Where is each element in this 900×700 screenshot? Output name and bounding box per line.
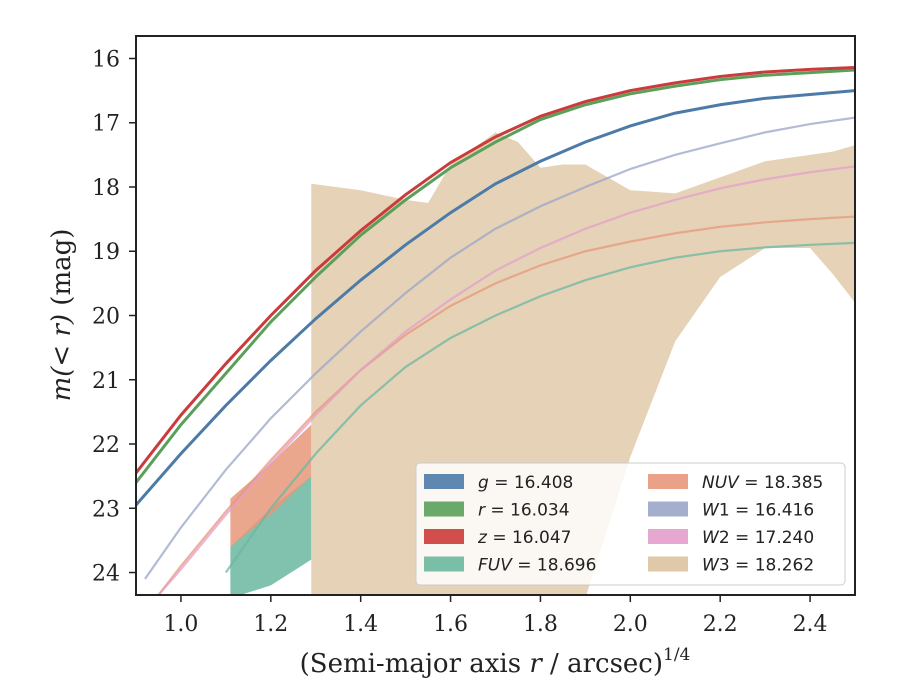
- line-z: [136, 65, 855, 474]
- legend-frame: [415, 462, 846, 586]
- legend-item-r: r = 16.034: [424, 501, 570, 521]
- x-axis: 1.0 1.2 1.4 1.6 1.8 2.0 2.2 2.4: [163, 595, 828, 637]
- legend-swatch: [648, 474, 688, 489]
- legend-item-g: g = 16.408: [424, 473, 573, 493]
- legend-label-value: = 16.416: [730, 501, 815, 521]
- legend-swatch: [424, 501, 464, 517]
- line-g: [136, 89, 855, 507]
- x-tick-label: 2.2: [703, 612, 738, 637]
- x-tick-label: 2.0: [613, 612, 648, 637]
- x-tick-label: 1.2: [253, 612, 288, 637]
- legend-label-var: FUV: [478, 556, 513, 576]
- x-tick-label: 2.4: [793, 612, 828, 637]
- y-tick-label: 20: [92, 305, 120, 330]
- x-axis-title-var: r: [529, 649, 543, 679]
- legend-label-value: = 18.696: [512, 556, 597, 576]
- y-tick-label: 23: [92, 497, 120, 522]
- y-tick-label: 16: [92, 47, 120, 72]
- legend-label: r = 16.034: [478, 501, 570, 521]
- band-nuv: [230, 424, 312, 547]
- y-axis-title: m(< r) (mag): [47, 229, 77, 402]
- legend-label: W1 = 16.416: [702, 501, 814, 521]
- legend-label-sub: 1: [719, 501, 730, 521]
- legend-swatch: [424, 556, 464, 572]
- x-axis-title-exponent: 1/4: [663, 645, 690, 665]
- legend-swatch: [424, 529, 464, 544]
- legend-label: W2 = 17.240: [702, 528, 814, 548]
- y-tick-label: 21: [92, 369, 120, 394]
- legend-swatch: [424, 474, 464, 489]
- legend-swatch: [648, 556, 688, 572]
- y-tick-label: 24: [92, 562, 120, 587]
- legend-item-z: z = 16.047: [424, 528, 571, 548]
- x-tick-label: 1.4: [343, 612, 378, 637]
- legend-label-value: = 17.240: [730, 528, 815, 548]
- series-lines: [136, 65, 855, 595]
- legend-label: NUV = 18.385: [702, 473, 823, 493]
- legend-label: z = 16.047: [477, 528, 571, 548]
- y-tick-label: 18: [92, 176, 120, 201]
- y-axis-title-var: m(< r): [47, 314, 77, 401]
- band-fuv: [230, 476, 312, 595]
- line-w1: [144, 116, 855, 580]
- x-axis-title-prefix: (Semi-major axis: [300, 649, 530, 679]
- legend-label-value: = 18.385: [739, 473, 824, 493]
- legend-item-w2: W2 = 17.240: [648, 528, 814, 548]
- legend-label-var: g: [478, 473, 489, 493]
- legend-label-var: W: [702, 528, 720, 548]
- x-tick-label: 1.0: [163, 612, 198, 637]
- legend-item-fuv: FUV = 18.696: [424, 556, 596, 576]
- y-tick-label: 19: [92, 240, 120, 265]
- legend-label-value: = 16.047: [487, 528, 572, 548]
- legend-label: g = 16.408: [478, 473, 573, 493]
- legend-item-w1: W1 = 16.416: [648, 501, 814, 521]
- legend-label-value: = 18.262: [730, 556, 815, 576]
- x-axis-title: (Semi-major axis r / arcsec)1/4: [300, 645, 691, 679]
- line-nuv: [157, 215, 855, 595]
- legend-label-var: W: [702, 501, 720, 521]
- legend-label-var: r: [478, 501, 486, 521]
- legend-swatch: [648, 529, 688, 544]
- x-axis-title-suffix: / arcsec): [542, 649, 663, 679]
- legend-label-var: z: [477, 528, 488, 548]
- legend-label-value: = 16.408: [489, 473, 574, 493]
- y-axis: 16 17 18 19 20 21 22 23 24: [92, 47, 136, 587]
- legend-label-sub: 3: [719, 556, 730, 576]
- x-tick-label: 1.6: [433, 612, 468, 637]
- legend-item-nuv: NUV = 18.385: [648, 473, 823, 493]
- y-tick-label: 17: [92, 112, 120, 137]
- legend-label-value: = 16.034: [485, 501, 570, 521]
- legend-item-w3: W3 = 18.262: [648, 556, 814, 576]
- y-tick-label: 22: [92, 433, 120, 458]
- legend-swatch: [648, 501, 688, 517]
- line-fuv: [224, 241, 855, 574]
- legend-label-var: W: [702, 556, 720, 576]
- legend-label: W3 = 18.262: [702, 556, 814, 576]
- y-axis-title-unit: (mag): [47, 229, 77, 314]
- legend-label-sub: 2: [719, 528, 730, 548]
- legend-label-var: NUV: [702, 473, 740, 493]
- x-tick-label: 1.8: [523, 612, 558, 637]
- legend-label: FUV = 18.696: [478, 556, 596, 576]
- line-r: [136, 68, 855, 484]
- line-w2: [157, 165, 855, 595]
